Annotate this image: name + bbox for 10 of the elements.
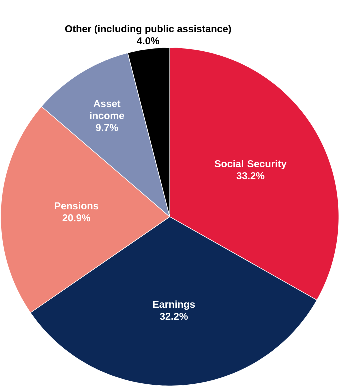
data-label: 20.9% — [62, 214, 91, 222]
slice-label: Social Security — [214, 160, 287, 170]
data-label: 4.0% — [137, 37, 160, 45]
slice-label: Asset income — [90, 100, 124, 120]
slice-label: Earnings — [153, 300, 196, 310]
data-label: 32.2% — [160, 312, 188, 320]
data-label: 9.7% — [96, 124, 118, 132]
slice-label: Other (including public assistance) — [65, 25, 232, 35]
data-label: 33.2% — [236, 172, 265, 180]
slice-label: Pensions — [55, 202, 98, 210]
